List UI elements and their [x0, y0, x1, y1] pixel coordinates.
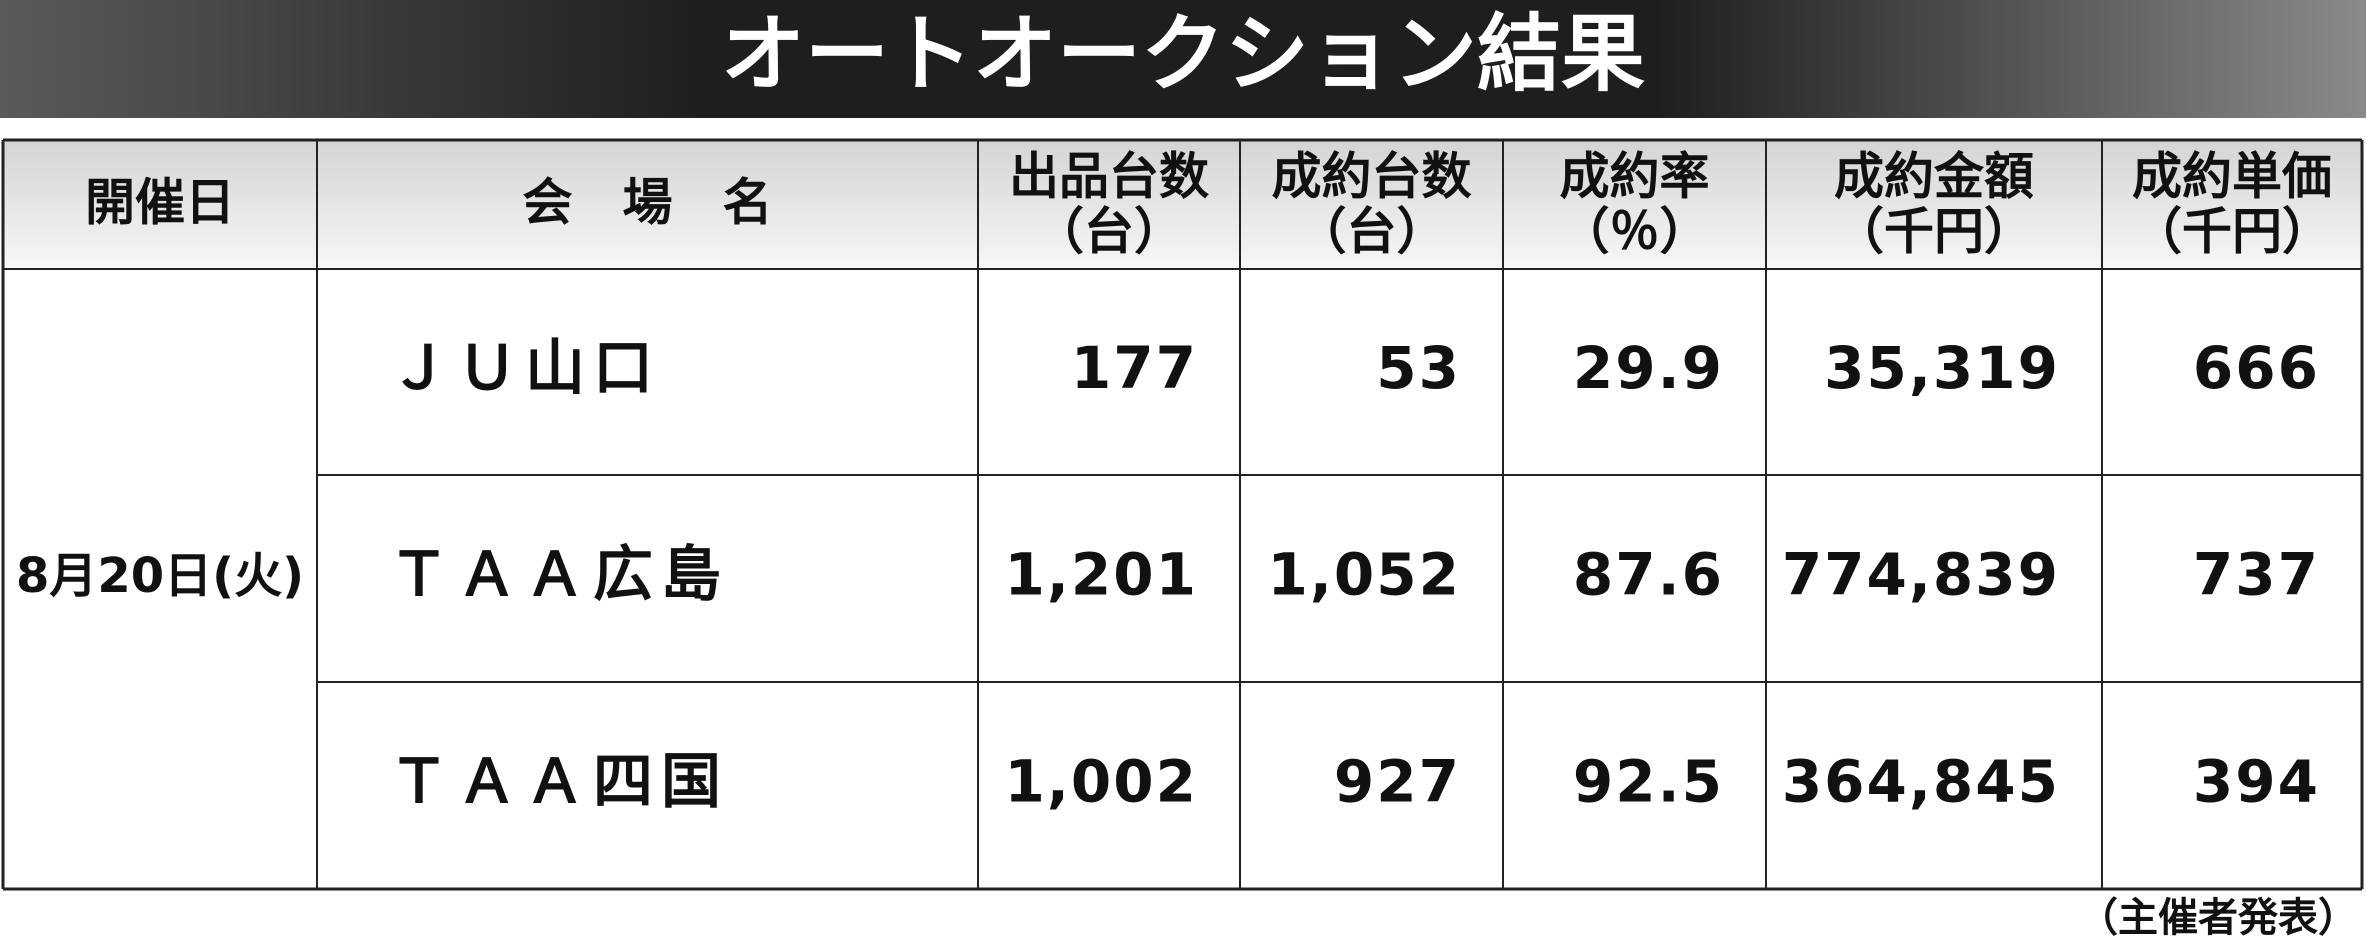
- cell-value: 774,839: [1782, 541, 2060, 609]
- title: オートオークション結果: [721, 5, 1645, 103]
- cell-value: 394: [2193, 748, 2320, 816]
- cell-value: 1,201: [1005, 541, 1198, 609]
- cell-value: 927: [1334, 748, 1461, 816]
- cell-value: 364,845: [1782, 748, 2060, 816]
- column-header: 出品台数: [1009, 148, 1209, 206]
- venue: ＴＡＡ四国: [389, 747, 729, 817]
- column-header: 会 場 名: [523, 174, 773, 232]
- venue: ＴＡＡ広島: [389, 540, 729, 610]
- cell-value: 1,052: [1268, 541, 1461, 609]
- cell-value: 53: [1376, 334, 1461, 402]
- venue: ＪＵ山口: [389, 334, 661, 404]
- cell-value: 87.6: [1573, 541, 1724, 609]
- column-unit: （千円）: [1834, 203, 2034, 261]
- column-header: 成約単価: [2132, 148, 2332, 206]
- cell-value: 35,319: [1824, 334, 2060, 402]
- cell-value: 29.9: [1573, 334, 1724, 402]
- cell-value: 1,002: [1005, 748, 1198, 816]
- column-unit: （千円）: [2132, 203, 2332, 261]
- header-bg: [3, 140, 2362, 269]
- cell-value: 737: [2193, 541, 2320, 609]
- cell-value: 666: [2193, 334, 2320, 402]
- column-header: 成約率: [1560, 148, 1710, 206]
- cell-value: 177: [1071, 334, 1198, 402]
- column-header: 開催日: [85, 174, 235, 232]
- source: （主催者発表）: [2078, 895, 2358, 941]
- cell-value: 92.5: [1573, 748, 1724, 816]
- column-header: 成約金額: [1834, 148, 2034, 206]
- column-header: 成約台数: [1272, 148, 1472, 206]
- column-unit: （台）: [1034, 203, 1184, 261]
- column-unit: （％）: [1560, 203, 1710, 261]
- column-unit: （台）: [1297, 203, 1447, 261]
- date: 8月20日(火): [16, 548, 304, 604]
- title-bar: [0, 0, 2366, 118]
